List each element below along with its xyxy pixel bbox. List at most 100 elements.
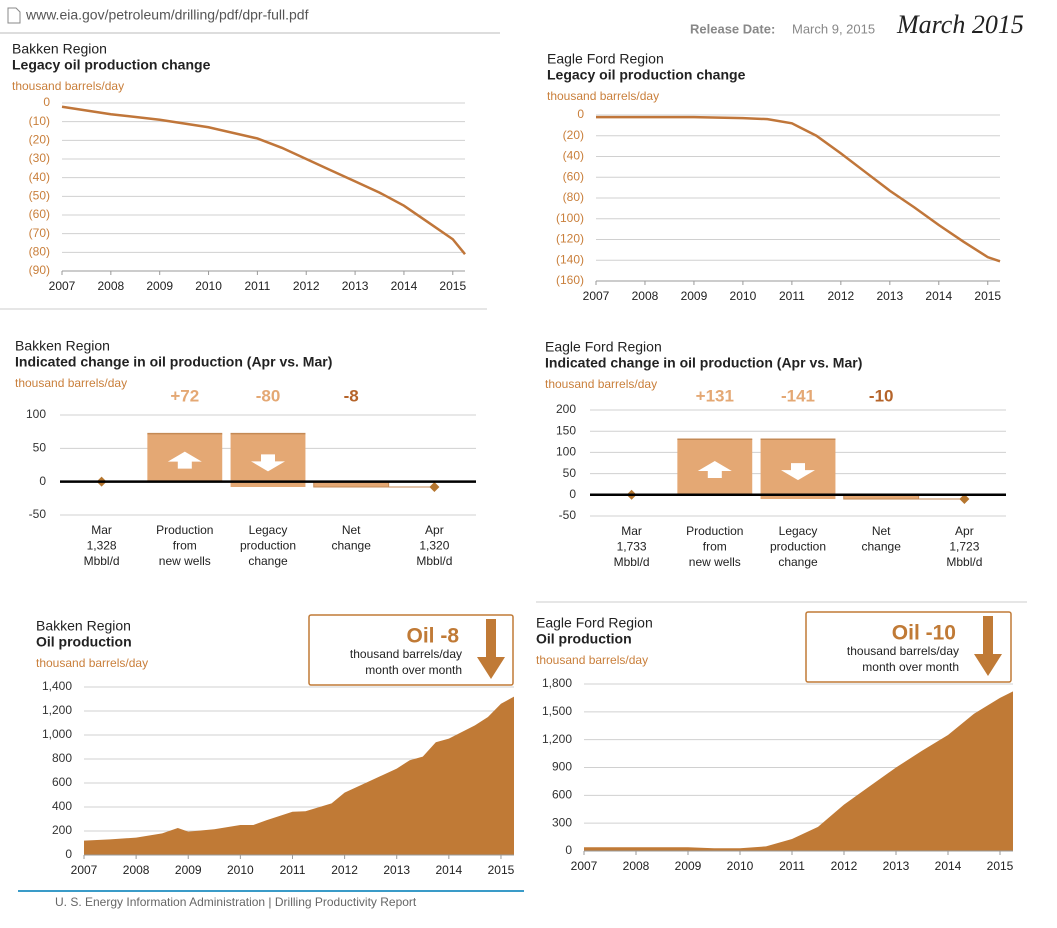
y-tick-label: 100 <box>26 407 46 421</box>
region-name: Eagle Ford Region <box>547 51 664 67</box>
x-tick-label: 2013 <box>342 279 369 293</box>
x-tick-label: new wells <box>689 555 741 569</box>
chart-title: Oil production <box>536 631 632 647</box>
y-tick-label: 400 <box>52 799 72 813</box>
y-tick-label: 1,000 <box>42 727 72 741</box>
x-tick-label: 2009 <box>175 863 202 877</box>
page-icon <box>7 7 21 24</box>
region-name: Eagle Ford Region <box>536 615 653 631</box>
y-tick-label: (60) <box>29 207 50 221</box>
y-tick-label: (10) <box>29 114 50 128</box>
chart-title: Legacy oil production change <box>547 67 746 83</box>
y-tick-label: -50 <box>559 508 577 522</box>
x-tick-label: Net <box>872 524 891 538</box>
down-arrow-icon <box>477 619 505 679</box>
y-tick-label: 900 <box>552 760 572 774</box>
y-tick-label: 0 <box>65 847 72 861</box>
y-tick-label: 1,400 <box>42 679 72 693</box>
y-tick-label: (30) <box>29 151 50 165</box>
y-tick-label: (160) <box>556 273 584 287</box>
y-axis-label: thousand barrels/day <box>536 653 648 667</box>
down-arrow-icon <box>781 463 815 481</box>
y-tick-label: (50) <box>29 189 50 203</box>
x-tick-label: 2014 <box>935 859 962 873</box>
y-tick-label: (20) <box>563 128 584 142</box>
area <box>84 696 514 855</box>
y-tick-label: (60) <box>563 169 584 183</box>
y-tick-label: 0 <box>43 95 50 109</box>
x-tick-label: 2008 <box>97 279 124 293</box>
chart-title: Oil production <box>36 634 132 650</box>
release-date: March 9, 2015 <box>792 21 875 36</box>
y-tick-label: (100) <box>556 211 584 225</box>
x-tick-label: Net <box>342 523 361 537</box>
y-tick-label: (20) <box>29 133 50 147</box>
x-tick-label: 2012 <box>293 279 320 293</box>
chart-title: Legacy oil production change <box>12 57 211 73</box>
y-tick-label: (80) <box>563 190 584 204</box>
y-tick-label: 1,800 <box>542 676 572 690</box>
x-tick-label: 2012 <box>831 859 858 873</box>
y-tick-label: (120) <box>556 232 584 246</box>
x-tick-label: production <box>770 540 826 554</box>
x-tick-label: 2013 <box>883 859 910 873</box>
x-tick-label: 2013 <box>383 863 410 877</box>
x-tick-label: 2007 <box>583 289 610 303</box>
annotation-title: Oil -10 <box>892 622 956 645</box>
x-tick-label: 2009 <box>146 279 173 293</box>
x-tick-label: Mar <box>621 524 642 538</box>
x-tick-label: 2008 <box>632 289 659 303</box>
x-tick-label: change <box>248 554 288 568</box>
x-tick-label: Production <box>156 523 213 537</box>
annotation-text: month over month <box>862 660 959 674</box>
x-tick-label: 2011 <box>779 859 805 873</box>
y-tick-label: (90) <box>29 263 50 277</box>
y-tick-label: (70) <box>29 226 50 240</box>
x-tick-label: 2015 <box>439 279 466 293</box>
x-tick-label: 2007 <box>49 279 76 293</box>
x-tick-label: 2010 <box>227 863 254 877</box>
line <box>61 105 466 255</box>
region-name: Bakken Region <box>36 618 131 634</box>
annotation-text: thousand barrels/day <box>847 644 959 658</box>
x-tick-label: 2009 <box>675 859 702 873</box>
x-tick-label: 1,320 <box>419 539 449 553</box>
chart-title: Indicated change in oil production (Apr … <box>545 355 862 371</box>
down-arrow-icon <box>974 616 1002 676</box>
y-tick-label: -50 <box>29 507 47 521</box>
line <box>596 115 1001 263</box>
y-tick-label: 0 <box>39 474 46 488</box>
x-tick-label: 2012 <box>827 289 854 303</box>
y-axis-label: thousand barrels/day <box>15 376 127 390</box>
annotation-text: thousand barrels/day <box>350 647 462 661</box>
value-label: -10 <box>869 386 894 405</box>
x-tick-label: 2011 <box>779 289 805 303</box>
x-tick-label: 2010 <box>195 279 222 293</box>
x-tick-label: 2015 <box>974 289 1001 303</box>
annotation-title: Oil -8 <box>406 625 459 648</box>
x-tick-label: from <box>173 539 197 553</box>
x-tick-label: 2008 <box>123 863 150 877</box>
y-tick-label: (80) <box>29 245 50 259</box>
value-label: +131 <box>696 386 734 405</box>
x-tick-label: 1,733 <box>617 540 647 554</box>
annotation-box <box>308 614 514 686</box>
y-tick-label: 0 <box>565 843 572 857</box>
y-tick-label: 1,500 <box>542 704 572 718</box>
x-tick-label: production <box>240 539 296 553</box>
annotation-box <box>805 611 1012 683</box>
y-axis-label: thousand barrels/day <box>36 656 148 670</box>
x-tick-label: change <box>862 540 902 554</box>
y-tick-label: (140) <box>556 252 584 266</box>
y-tick-label: 50 <box>563 466 577 480</box>
x-tick-label: 2012 <box>331 863 358 877</box>
x-tick-label: new wells <box>159 554 211 568</box>
chart-title: Indicated change in oil production (Apr … <box>15 354 332 370</box>
y-tick-label: 200 <box>52 823 72 837</box>
y-axis-label: thousand barrels/day <box>12 79 124 93</box>
value-label: +72 <box>170 386 199 405</box>
release-label: Release Date: <box>690 21 775 36</box>
url: www.eia.gov/petroleum/drilling/pdf/dpr-f… <box>25 7 309 23</box>
y-tick-label: 600 <box>52 775 72 789</box>
